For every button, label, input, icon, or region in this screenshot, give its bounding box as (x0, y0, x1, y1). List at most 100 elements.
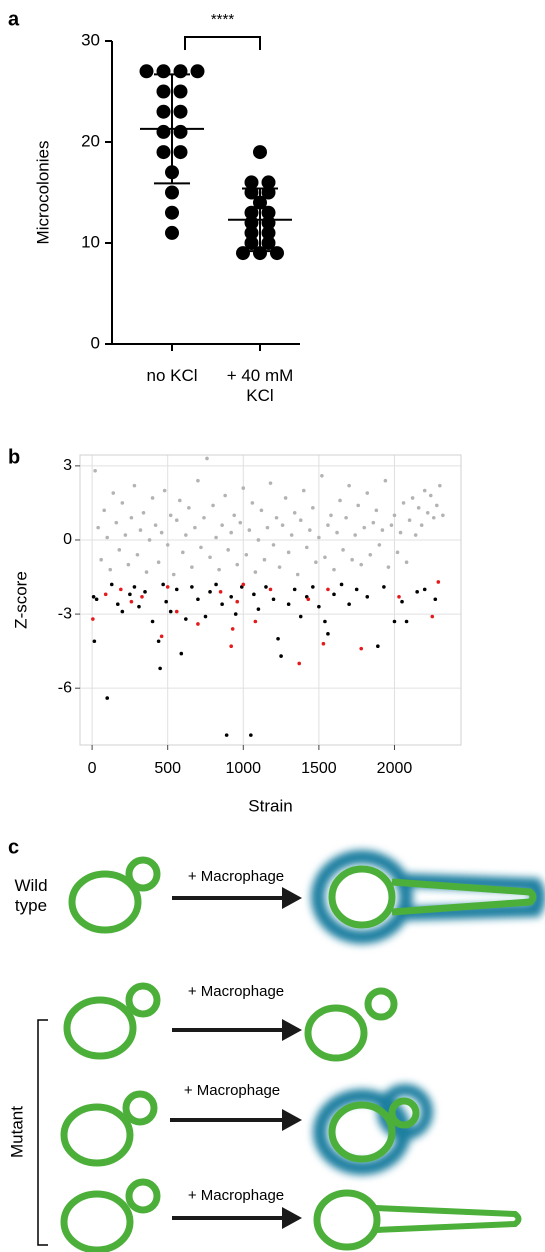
hypha (374, 1205, 522, 1233)
data-point (261, 205, 276, 220)
panel-label: b (8, 446, 20, 468)
data-point (374, 508, 379, 513)
data-point (308, 528, 312, 532)
data-point (271, 597, 276, 602)
bud (122, 1090, 158, 1126)
data-point (359, 646, 364, 651)
arrow-head (282, 1109, 302, 1131)
data-point (94, 597, 99, 602)
data-point (214, 535, 218, 540)
data-point (430, 614, 435, 619)
data-point (174, 518, 179, 523)
data-point (326, 632, 330, 636)
data-point (123, 533, 128, 537)
data-point (244, 552, 249, 557)
y-tick-label: 0 (63, 531, 72, 548)
data-point (235, 562, 240, 567)
data-point (115, 602, 120, 606)
data-point (102, 508, 106, 513)
data-point (401, 501, 406, 505)
data-point (268, 587, 273, 592)
data-point (173, 84, 188, 99)
data-point (241, 486, 246, 490)
data-point (317, 535, 321, 540)
data-point (392, 619, 397, 624)
data-point (326, 523, 330, 527)
data-point (184, 617, 188, 621)
data-point (156, 64, 171, 79)
group-label: Mutant (7, 1106, 26, 1158)
data-point (356, 503, 360, 508)
data-point (297, 661, 302, 666)
data-point (419, 523, 424, 527)
data-point (415, 590, 419, 594)
panel-label: c (8, 836, 19, 858)
data-point (220, 523, 224, 527)
data-point (271, 543, 276, 547)
data-point (177, 498, 182, 503)
arrow-label: + Macrophage (188, 868, 284, 885)
data-point (150, 496, 155, 500)
x-tick-label: 2000 (377, 760, 413, 777)
data-point (117, 548, 122, 552)
cell (328, 1101, 396, 1163)
data-point (407, 518, 412, 523)
data-point (230, 627, 235, 631)
data-point (292, 511, 297, 515)
data-point (174, 609, 179, 614)
data-point (262, 557, 267, 562)
data-point (250, 501, 255, 505)
data-point (398, 530, 403, 535)
data-point (244, 225, 259, 240)
data-point (404, 619, 409, 624)
data-point (171, 572, 176, 577)
data-point (295, 572, 300, 577)
data-point (326, 587, 330, 592)
data-point (425, 511, 430, 515)
x-axis-label: Strain (248, 796, 292, 815)
arrow-label: + Macrophage (184, 1082, 280, 1099)
data-point (165, 185, 179, 200)
data-point (321, 641, 326, 646)
data-point (339, 582, 344, 587)
y-axis-label: Microcolonies (33, 141, 52, 245)
data-point (187, 506, 191, 510)
data-point (241, 582, 246, 587)
data-point (253, 619, 258, 624)
data-point (249, 733, 253, 737)
data-point (91, 594, 96, 599)
data-point (162, 488, 167, 493)
data-point (173, 104, 188, 119)
y-tick-label: -6 (58, 679, 72, 696)
data-point (276, 636, 280, 641)
data-point (153, 523, 158, 527)
data-point (132, 483, 137, 488)
data-point (138, 528, 143, 532)
data-point (365, 491, 370, 495)
data-point (311, 506, 315, 510)
data-point (208, 555, 212, 560)
x-tick-label: 0 (88, 760, 97, 777)
data-point (404, 560, 409, 565)
data-point (174, 587, 179, 592)
data-point (196, 622, 200, 626)
data-point (217, 567, 221, 572)
data-point (371, 520, 376, 525)
diagram: Mutant + Macrophage + Macrophage + Macro… (7, 850, 545, 1252)
data-point (344, 515, 348, 520)
data-point (103, 592, 108, 597)
data-point (203, 614, 208, 619)
data-point (232, 513, 237, 518)
y-tick-label: 30 (81, 30, 100, 49)
data-point (99, 557, 103, 562)
data-point (165, 585, 170, 589)
bud (125, 982, 161, 1018)
data-point (168, 513, 173, 518)
data-point (317, 604, 321, 609)
data-point (137, 604, 141, 609)
data-point (93, 469, 97, 473)
data-point (126, 562, 131, 567)
data-point (109, 582, 114, 587)
data-point (156, 560, 161, 565)
macrophage-halo (311, 850, 545, 944)
